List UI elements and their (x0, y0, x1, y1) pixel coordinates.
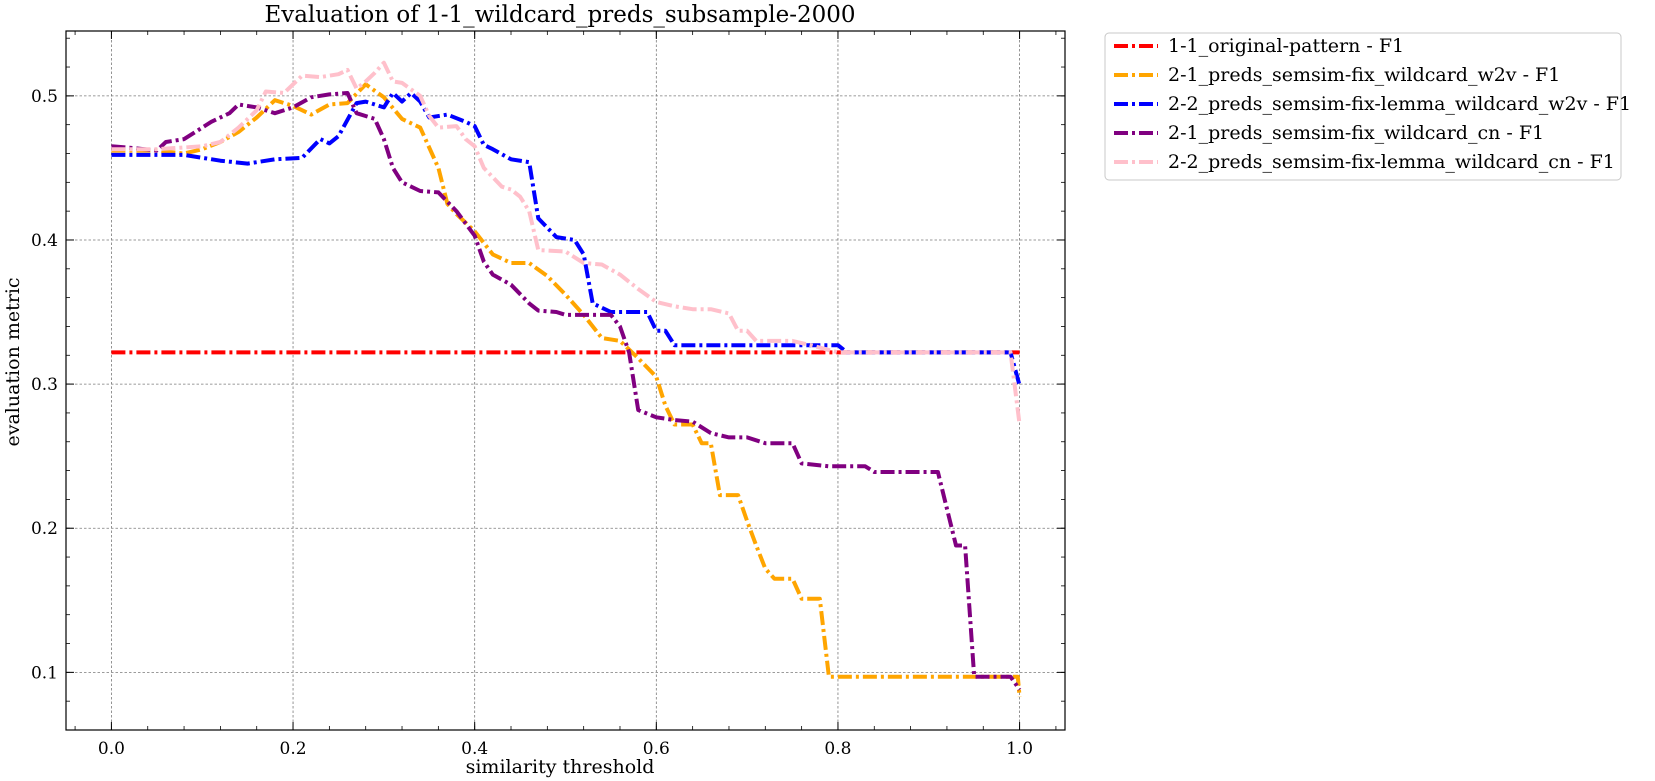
x-axis-label: similarity threshold (466, 756, 655, 778)
x-tick-label: 0.8 (824, 739, 851, 759)
tick-labels: 0.0 0.2 0.4 0.6 0.8 1.0 0.1 0.2 0.3 0.4 0.5 (31, 87, 1033, 759)
x-tick-label: 1.0 (1006, 739, 1033, 759)
series-line-5 (111, 60, 1022, 425)
series-line-2 (111, 82, 1022, 698)
legend-label-1: 1-1_original-pattern - F1 (1168, 35, 1404, 57)
y-tick-label: 0.4 (31, 231, 58, 251)
chart-title: Evaluation of 1-1_wildcard_preds_subsamp… (264, 2, 855, 28)
legend-box (1104, 32, 1622, 181)
axis-ticks (66, 31, 1065, 731)
grid (66, 31, 1065, 730)
legend-label-5: 2-2_preds_semsim-fix-lemma_wildcard_cn -… (1168, 151, 1615, 173)
x-tick-label: 0.2 (280, 739, 307, 759)
y-tick-label: 0.5 (31, 87, 58, 107)
series-line-4 (111, 91, 1022, 691)
x-tick-label: 0.6 (643, 739, 670, 759)
plot-frame (65, 30, 1066, 731)
y-tick-label: 0.2 (31, 519, 58, 539)
y-axis-label: evaluation metric (2, 277, 24, 446)
legend: 1-1_original-pattern - F1 2-1_preds_semsi… (1104, 32, 1631, 181)
x-tick-label: 0.4 (461, 739, 488, 759)
legend-label-3: 2-2_preds_semsim-fix-lemma_wildcard_w2v … (1168, 93, 1631, 115)
x-tick-label: 0.0 (98, 739, 125, 759)
plot-series (111, 60, 1022, 698)
y-tick-label: 0.1 (31, 663, 58, 683)
y-tick-label: 0.3 (31, 375, 58, 395)
series-line-3 (111, 91, 1022, 387)
legend-label-2: 2-1_preds_semsim-fix_wildcard_w2v - F1 (1168, 64, 1560, 86)
legend-label-4: 2-1_preds_semsim-fix_wildcard_cn - F1 (1168, 122, 1544, 144)
